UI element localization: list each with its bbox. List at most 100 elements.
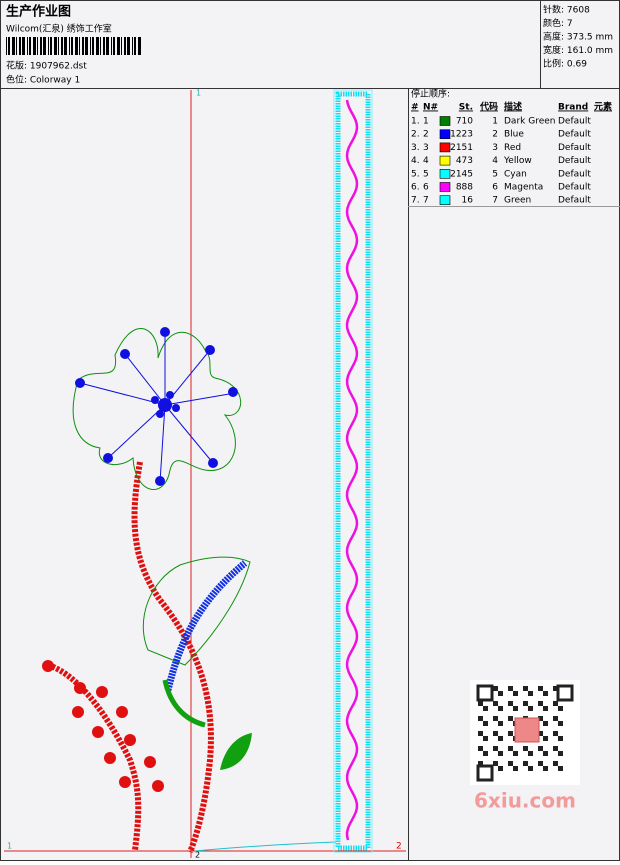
code: 2 — [492, 130, 498, 140]
bar — [22, 37, 25, 55]
qr-cell — [543, 736, 548, 741]
bar — [6, 37, 7, 55]
qr-cell — [498, 751, 503, 756]
qr-cell — [478, 701, 483, 706]
qr-cell — [558, 736, 563, 741]
qr-cell — [523, 686, 528, 691]
qr-cell — [493, 731, 498, 736]
description: Blue — [504, 130, 524, 140]
bar — [90, 37, 91, 55]
color-swatch — [439, 169, 451, 179]
bar — [48, 37, 49, 55]
bar — [64, 37, 67, 55]
brand: Default — [558, 183, 591, 193]
qr-cell — [553, 701, 558, 706]
stitches: 888 — [456, 183, 473, 193]
needle: 4 — [423, 156, 429, 166]
bar — [43, 37, 46, 55]
needle: 1 — [423, 117, 429, 127]
color-swatch — [439, 129, 451, 139]
bar — [54, 37, 57, 55]
bar — [50, 37, 52, 55]
qr-cell — [483, 721, 488, 726]
needle: 6 — [423, 183, 429, 193]
marker: 2 — [195, 851, 200, 860]
stitches: 710 — [456, 117, 473, 127]
qr-cell — [538, 701, 543, 706]
row-index: 2. — [411, 130, 420, 140]
qr-cell — [508, 731, 513, 736]
code: 4 — [492, 156, 498, 166]
qr-cell — [508, 746, 513, 751]
bar — [29, 37, 31, 55]
qr-cell — [508, 716, 513, 721]
bar — [113, 37, 115, 55]
needle: 7 — [423, 196, 429, 206]
qr-cell — [483, 751, 488, 756]
stat: 针数: 7608 — [543, 4, 590, 16]
qr-cell — [498, 736, 503, 741]
bar — [8, 37, 10, 55]
brand: Default — [558, 130, 591, 140]
watermark: 6xiu.com — [474, 789, 576, 813]
qr-cell — [543, 766, 548, 771]
jump-line — [194, 841, 337, 852]
qr-cell — [523, 761, 528, 766]
description: Yellow — [503, 156, 532, 166]
needle: 5 — [423, 169, 429, 179]
column-header: Brand — [558, 103, 588, 113]
qr-cell — [553, 731, 558, 736]
bar — [75, 37, 78, 55]
marker: 1 — [7, 842, 12, 851]
qr-cell — [513, 691, 518, 696]
bar — [69, 37, 70, 55]
bar — [134, 37, 136, 55]
row-index: 1. — [411, 117, 420, 127]
qr-cell — [478, 761, 483, 766]
design-file: 花版: 1907962.dst — [6, 60, 87, 72]
qr-cell — [498, 721, 503, 726]
qr-cell — [528, 751, 533, 756]
bar — [85, 37, 88, 55]
bar — [138, 37, 141, 55]
column-header: 元素 — [594, 101, 612, 113]
bar — [58, 37, 59, 55]
qr-cell — [553, 716, 558, 721]
qr-cell — [493, 746, 498, 751]
row-index: 6. — [411, 183, 420, 193]
column-header: # — [411, 103, 419, 113]
qr-cell — [478, 731, 483, 736]
needle: 2 — [423, 130, 429, 140]
stitches: 2151 — [450, 143, 473, 153]
title: 生产作业图 — [6, 4, 71, 20]
bar — [16, 37, 17, 55]
bar — [96, 37, 99, 55]
stitches: 1223 — [450, 130, 473, 140]
qr-cell — [508, 761, 513, 766]
flower — [42, 327, 252, 854]
qr-cell — [538, 746, 543, 751]
row-index: 7. — [411, 196, 420, 206]
qr-cell — [553, 686, 558, 691]
column-header: 代码 — [479, 101, 498, 113]
qr-cell — [493, 716, 498, 721]
qr-cell — [478, 716, 483, 721]
qr-cell — [483, 706, 488, 711]
qr-cell — [508, 686, 513, 691]
stat: 比例: 0.69 — [543, 58, 587, 70]
qr-cell — [493, 686, 498, 691]
description: Green — [504, 196, 531, 206]
qr-finder — [476, 684, 494, 702]
qr-cell — [498, 691, 503, 696]
qr-cell — [538, 716, 543, 721]
bar — [127, 37, 130, 55]
bar — [71, 37, 73, 55]
bar — [79, 37, 80, 55]
code: 1 — [492, 117, 498, 127]
qr-logo — [514, 717, 540, 743]
color-swatch — [439, 116, 451, 126]
qr-cell — [538, 731, 543, 736]
qr-cell — [498, 706, 503, 711]
barcode — [6, 37, 141, 55]
